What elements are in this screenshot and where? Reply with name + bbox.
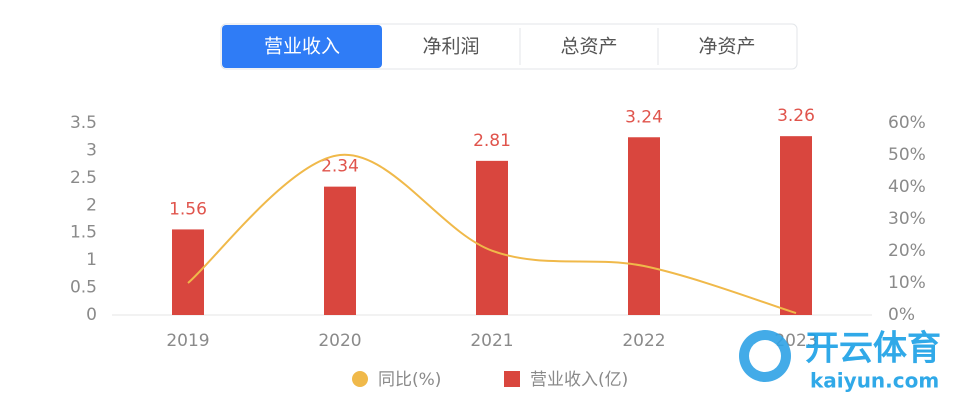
y2-tick-label: 40% — [888, 177, 926, 197]
legend-label: 同比(%) — [378, 370, 441, 390]
value-label: 1.56 — [169, 199, 207, 219]
bar — [476, 160, 508, 315]
value-label: 2.81 — [473, 131, 511, 151]
value-label: 2.34 — [321, 157, 359, 177]
y2-tick-label: 0% — [888, 305, 915, 325]
y-tick-label: 2 — [86, 195, 97, 215]
y-tick-label: 2.5 — [70, 168, 97, 188]
y-tick-label: 0 — [86, 305, 97, 325]
plot: 0 0.5 1 1.5 2 2.5 3 3.5 0% 10% 20% 30% 40% 50% 60% 2019… — [70, 106, 926, 351]
x-tick-label: 2021 — [470, 331, 513, 351]
y2-tick-label: 10% — [888, 273, 926, 293]
bar — [628, 137, 660, 315]
y-tick-label: 3 — [86, 140, 97, 160]
y2-tick-label: 20% — [888, 241, 926, 261]
bar — [324, 186, 356, 315]
tab[interactable]: 营业收入 — [264, 36, 340, 58]
legend-marker — [352, 371, 368, 387]
y2-tick-label: 30% — [888, 209, 926, 229]
tab[interactable]: 总资产 — [560, 36, 617, 58]
value-label: 3.24 — [625, 107, 663, 127]
y-tick-label: 0.5 — [70, 278, 97, 298]
line — [187, 153, 797, 315]
legend-label: 营业收入(亿) — [530, 370, 628, 390]
legend-marker — [504, 371, 520, 387]
watermark-brand: 开云体育 — [805, 329, 941, 369]
y-tick-label: 1 — [86, 250, 97, 270]
value-label: 3.26 — [777, 106, 815, 126]
x-tick-label: 2022 — [622, 331, 665, 351]
y-tick-label: 3.5 — [70, 113, 97, 133]
y2-tick-label: 60% — [888, 113, 926, 133]
x-tick-label: 2019 — [166, 331, 209, 351]
tab-active[interactable] — [222, 25, 382, 68]
watermark-url: kaiyun.com — [810, 369, 939, 393]
x-tick-label: 2020 — [318, 331, 361, 351]
y-tick-label: 1.5 — [70, 223, 97, 243]
tab[interactable]: 净资产 — [698, 36, 755, 58]
y2-tick-label: 50% — [888, 145, 926, 165]
tab[interactable]: 净利润 — [422, 36, 479, 58]
watermark-logo — [749, 340, 781, 372]
watermark: 开云体育 kaiyun.com — [739, 329, 941, 393]
bar — [780, 136, 812, 315]
